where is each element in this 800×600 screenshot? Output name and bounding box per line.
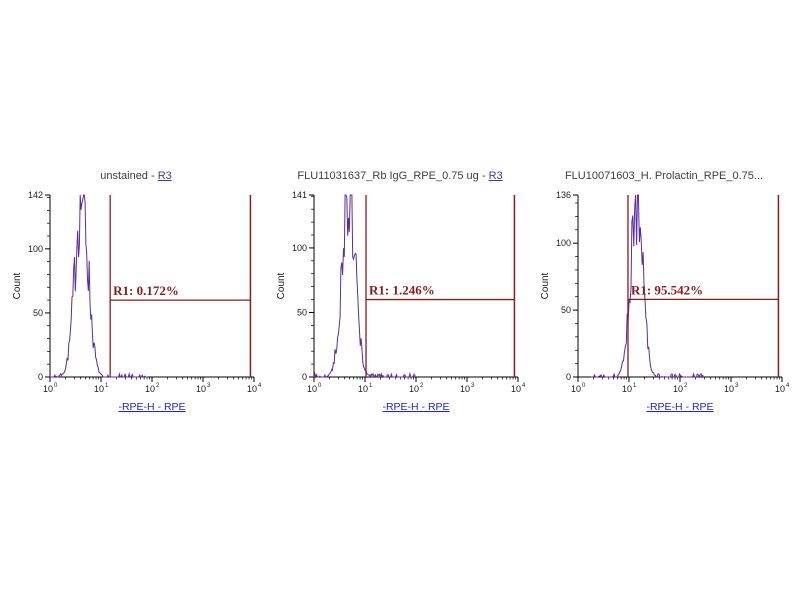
x-tick-exponent: 2 xyxy=(420,383,424,389)
x-tick-label: 10 xyxy=(673,384,683,394)
gate-label[interactable]: R1: 1.246% xyxy=(369,283,435,298)
x-tick-label: 10 xyxy=(307,384,317,394)
x-tick-exponent: 1 xyxy=(105,383,109,389)
y-axis-title: Count xyxy=(12,272,23,299)
y-tick-label: 0 xyxy=(302,372,307,382)
x-tick-label: 10 xyxy=(358,384,368,394)
x-tick-label: 10 xyxy=(571,384,581,394)
chart-title: FLU10071603_H. Prolactin_RPE_0.75... xyxy=(565,167,763,185)
gate-label[interactable]: R1: 95.542% xyxy=(631,282,703,297)
x-tick-exponent: 3 xyxy=(471,383,475,389)
x-tick-label: 10 xyxy=(409,384,419,394)
y-tick-label: 100 xyxy=(28,244,43,254)
y-axis-title: Count xyxy=(540,272,551,299)
x-tick-exponent: 1 xyxy=(633,383,637,389)
x-tick-label: 10 xyxy=(94,384,104,394)
x-tick-label: 10 xyxy=(622,384,632,394)
chart-title-text: FLU11031637_Rb IgG_RPE_0.75 ug - xyxy=(297,170,489,182)
y-tick-label: 50 xyxy=(297,307,307,317)
y-tick-label: 100 xyxy=(292,243,307,253)
chart-title: FLU11031637_Rb IgG_RPE_0.75 ug - R3 xyxy=(297,167,502,185)
y-tick-label: 50 xyxy=(33,308,43,318)
x-axis-parameter-link[interactable]: -RPE-H - RPE xyxy=(382,401,449,413)
x-tick-exponent: 2 xyxy=(684,383,688,389)
x-tick-exponent: 3 xyxy=(735,383,739,389)
histogram-curve xyxy=(313,194,416,379)
x-tick-label: 10 xyxy=(43,384,53,394)
x-tick-label: 10 xyxy=(775,384,785,394)
region-link-r3[interactable]: R3 xyxy=(488,170,503,182)
chart-title: unstained - R3 xyxy=(100,167,172,185)
x-tick-label: 10 xyxy=(724,384,734,394)
y-tick-label: 136 xyxy=(556,190,571,200)
x-tick-exponent: 3 xyxy=(207,383,211,389)
x-tick-exponent: 4 xyxy=(522,383,526,389)
x-tick-exponent: 2 xyxy=(156,383,160,389)
y-axis-title: Count xyxy=(276,272,287,299)
y-tick-label: 142 xyxy=(28,190,43,200)
gate-label[interactable]: R1: 0.172% xyxy=(113,283,179,298)
x-tick-label: 10 xyxy=(145,384,155,394)
x-tick-exponent: 4 xyxy=(258,383,262,389)
chart-title-text: FLU10071603_H. Prolactin_RPE_0.75... xyxy=(564,170,764,182)
x-tick-exponent: 1 xyxy=(369,383,373,389)
y-tick-label: 0 xyxy=(38,372,43,382)
chart-title-text: unstained - xyxy=(100,170,158,182)
y-tick-label: 50 xyxy=(561,305,571,315)
charts-row: unstained - R3 0 50 100 142 10 0 10 1 10 2 10 3 10 4 C… xyxy=(6,167,794,425)
x-tick-label: 10 xyxy=(460,384,470,394)
x-tick-exponent: 0 xyxy=(54,383,58,389)
x-axis-parameter-link[interactable]: -RPE-H - RPE xyxy=(118,401,185,413)
region-link-r3[interactable]: R3 xyxy=(157,170,172,182)
x-tick-exponent: 0 xyxy=(318,383,322,389)
flow-histogram-panel-3: FLU10071603_H. Prolactin_RPE_0.75... 0 50… xyxy=(534,167,794,425)
flow-histogram-panel-2: FLU11031637_Rb IgG_RPE_0.75 ug - R3 0 50 1… xyxy=(270,167,530,425)
x-tick-label: 10 xyxy=(247,384,257,394)
y-tick-label: 141 xyxy=(292,190,307,200)
flow-histogram-panel-1: unstained - R3 0 50 100 142 10 0 10 1 10 2 10 3 10 4 C… xyxy=(6,167,266,425)
y-tick-label: 100 xyxy=(556,238,571,248)
x-tick-exponent: 4 xyxy=(786,383,790,389)
histogram-curve xyxy=(590,194,704,379)
x-tick-exponent: 0 xyxy=(582,383,586,389)
x-axis-parameter-link[interactable]: -RPE-H - RPE xyxy=(646,401,713,413)
x-tick-label: 10 xyxy=(196,384,206,394)
x-tick-label: 10 xyxy=(511,384,521,394)
histogram-curve xyxy=(49,194,149,378)
y-tick-label: 0 xyxy=(566,372,571,382)
